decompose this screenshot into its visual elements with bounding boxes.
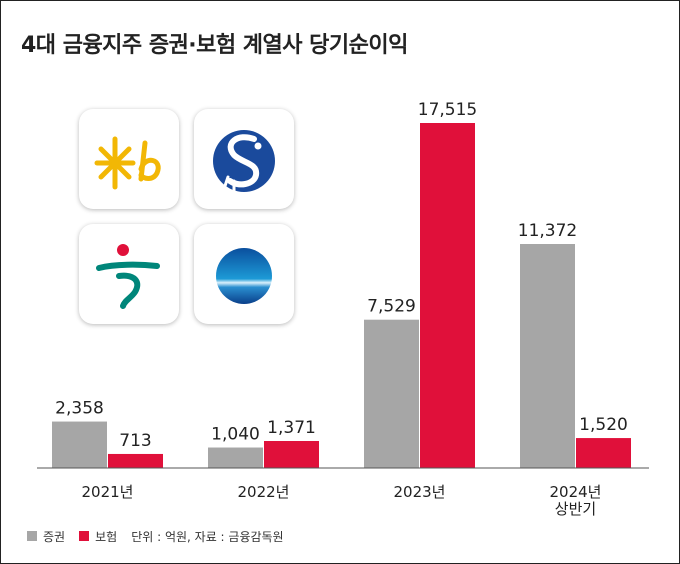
hana-logo-icon <box>96 244 160 309</box>
value-label-insurance-2: 1,371 <box>267 418 316 438</box>
category-label-4: 2024년 상반기 <box>550 483 602 518</box>
value-label-securities-1: 2,358 <box>55 399 104 419</box>
bar-insurance-2 <box>264 440 319 468</box>
kb-logo-icon <box>94 136 161 190</box>
shinhan-logo-tile <box>194 109 294 209</box>
unit-source-note: 단위 : 억원, 자료 : 금융감독원 <box>131 529 284 544</box>
bar-securities-2 <box>208 447 263 468</box>
legend-swatch-securities <box>27 531 37 541</box>
kb-logo-tile <box>79 109 179 209</box>
bar-securities-4 <box>520 244 575 468</box>
legend: 증권 보험 단위 : 억원, 자료 : 금융감독원 <box>27 527 284 545</box>
legend-label-insurance: 보험 <box>95 529 118 544</box>
value-labels-group: 2,358 713 1,040 1,371 7,529 17,515 11,372 1,520 <box>55 100 628 451</box>
bar-securities-3 <box>364 319 419 468</box>
legend-label-securities: 증권 <box>43 529 66 544</box>
woori-logo-icon <box>216 248 272 304</box>
bar-insurance-1 <box>108 453 163 468</box>
chart-title: 4대 금융지주 증권·보험 계열사 당기순이익 <box>21 33 408 58</box>
value-label-insurance-4: 1,520 <box>579 415 628 435</box>
hana-logo-tile <box>79 224 179 324</box>
category-label-3: 2023년 <box>394 483 446 501</box>
bar-insurance-4 <box>576 438 631 468</box>
woori-logo-tile <box>194 224 294 324</box>
legend-swatch-insurance <box>79 531 90 541</box>
category-label-1: 2021년 <box>82 483 134 501</box>
category-label-4-line-2: 상반기 <box>555 500 596 518</box>
value-label-securities-3: 7,529 <box>367 297 416 317</box>
category-labels-group: 2021년 2022년 2023년 2024년 상반기 <box>82 483 602 518</box>
category-label-4-line-1: 2024년 <box>550 483 602 501</box>
value-label-securities-4: 11,372 <box>518 221 577 241</box>
bar-securities-1 <box>52 421 107 468</box>
category-label-3-line-1: 2023년 <box>394 483 446 501</box>
category-label-1-line-1: 2021년 <box>82 483 134 501</box>
shinhan-logo-icon <box>213 130 275 193</box>
bars-group <box>52 123 631 468</box>
value-label-insurance-1: 713 <box>119 431 151 451</box>
category-label-2: 2022년 <box>238 483 290 501</box>
value-label-insurance-3: 17,515 <box>418 100 477 120</box>
bar-insurance-3 <box>420 123 475 468</box>
category-label-2-line-1: 2022년 <box>238 483 290 501</box>
value-label-securities-2: 1,040 <box>211 425 260 445</box>
